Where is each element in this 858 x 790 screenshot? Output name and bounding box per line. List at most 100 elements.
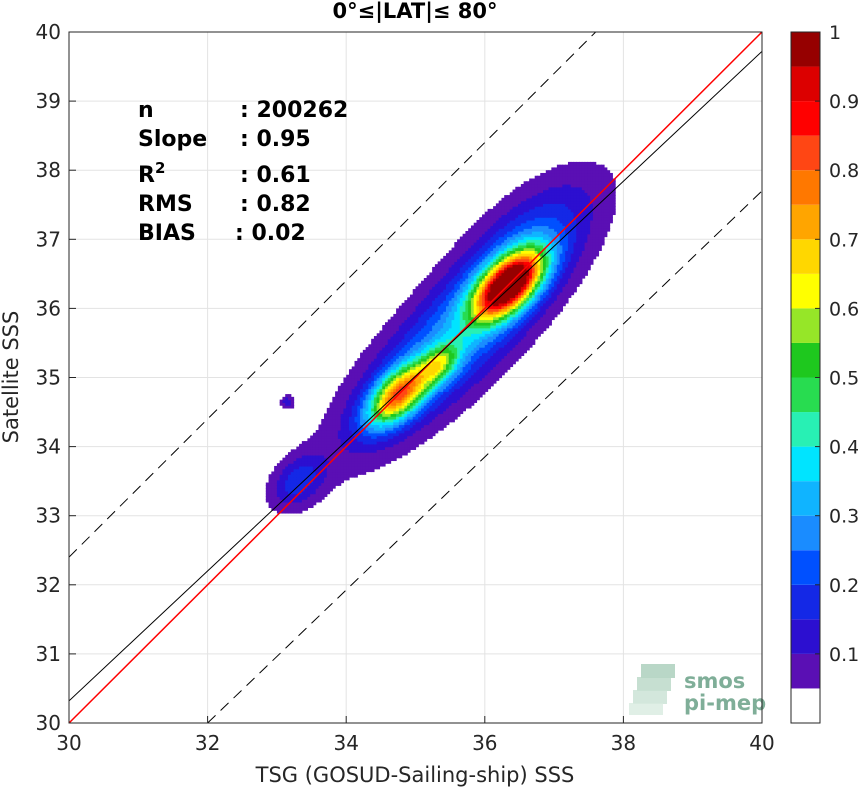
contour-cell <box>432 286 436 290</box>
contour-cell <box>407 438 411 442</box>
contour-cell <box>509 233 514 238</box>
contour-cell <box>454 366 458 370</box>
contour-cell <box>437 391 442 395</box>
contour-cell <box>434 410 439 415</box>
contour-cell <box>293 479 297 484</box>
contour-cell <box>368 399 372 403</box>
contour-cell <box>534 291 539 296</box>
contour-cell <box>415 352 419 356</box>
contour-cell <box>451 297 455 301</box>
contour-cell <box>385 341 389 345</box>
contour-cell <box>506 208 511 213</box>
contour-cell <box>379 377 383 381</box>
contour-cell <box>421 324 425 329</box>
contour-cell <box>543 192 547 196</box>
contour-cell <box>324 468 328 473</box>
contour-cell <box>459 374 464 379</box>
contour-cell <box>451 377 455 381</box>
contour-cell <box>518 253 522 257</box>
contour-cell <box>304 457 308 462</box>
contour-cell <box>393 407 397 412</box>
contour-cell <box>426 300 430 304</box>
contour-cell <box>529 286 533 290</box>
contour-cell <box>490 222 494 227</box>
contour-cell <box>324 474 328 478</box>
contour-cell <box>529 327 533 332</box>
contour-cell <box>545 300 550 304</box>
contour-cell <box>290 405 295 409</box>
contour-cell <box>390 360 394 365</box>
contour-cell <box>299 479 303 484</box>
contour-cell <box>293 504 297 509</box>
contour-cell <box>346 460 350 464</box>
contour-cell <box>476 255 480 260</box>
contour-cell <box>493 366 497 370</box>
contour-cell <box>506 305 511 310</box>
contour-cell <box>540 330 544 334</box>
contour-cell <box>529 289 533 293</box>
contour-cell <box>479 258 483 263</box>
contour-cell <box>440 330 444 334</box>
contour-cell <box>415 347 419 351</box>
contour-cell <box>468 347 472 351</box>
contour-cell <box>371 394 375 398</box>
contour-cell <box>385 430 389 434</box>
contour-cell <box>418 427 422 431</box>
contour-cell <box>351 407 356 412</box>
contour-cell <box>451 313 455 318</box>
contour-cell <box>548 280 552 285</box>
contour-cell <box>423 302 428 307</box>
contour-cell <box>437 338 442 343</box>
contour-cell <box>454 316 458 321</box>
contour-cell <box>382 413 386 417</box>
contour-cell <box>296 449 300 453</box>
contour-cell <box>462 319 466 323</box>
contour-cell <box>401 363 406 368</box>
contour-cell <box>437 341 442 345</box>
contour-cell <box>390 333 394 337</box>
contour-cell <box>398 316 403 321</box>
contour-cell <box>504 336 508 340</box>
contour-cell <box>387 399 392 403</box>
contour-cell <box>465 294 469 298</box>
contour-cell <box>448 275 453 279</box>
contour-cell <box>304 471 308 475</box>
contour-cell <box>443 300 447 304</box>
contour-cell <box>540 289 544 293</box>
contour-cell <box>468 333 472 337</box>
contour-cell <box>296 482 300 486</box>
contour-cell <box>346 427 350 431</box>
contour-cell <box>520 261 525 265</box>
contour-cell <box>459 333 464 337</box>
contour-cell <box>454 405 458 409</box>
contour-cell <box>390 327 394 332</box>
contour-cell <box>526 319 530 323</box>
contour-cell <box>540 197 544 202</box>
contour-cell <box>445 294 450 298</box>
contour-cell <box>326 407 331 412</box>
contour-cell <box>371 399 375 403</box>
contour-cell <box>451 396 455 401</box>
contour-cell <box>321 430 325 434</box>
contour-cell <box>484 363 489 368</box>
contour-cell <box>437 330 442 334</box>
contour-cell <box>423 352 428 356</box>
contour-cell <box>498 360 503 365</box>
contour-cell <box>506 277 511 282</box>
contour-cell <box>506 247 511 251</box>
contour-cell <box>404 405 408 409</box>
contour-cell <box>468 402 472 406</box>
contour-cell <box>476 305 480 310</box>
contour-cell <box>540 219 544 224</box>
contour-cell <box>543 294 547 298</box>
contour-cell <box>285 394 289 398</box>
contour-cell <box>418 441 422 445</box>
contour-cell <box>540 305 544 310</box>
contour-cell <box>335 446 339 450</box>
contour-cell <box>506 206 511 210</box>
contour-cell <box>421 391 425 395</box>
contour-cell <box>407 399 411 403</box>
contour-cell <box>504 324 508 329</box>
contour-cell <box>415 399 419 403</box>
contour-cell <box>390 380 394 384</box>
